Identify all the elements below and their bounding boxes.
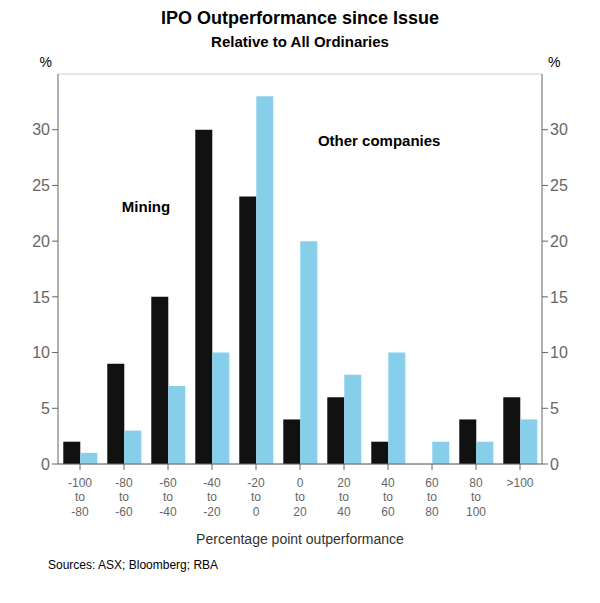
svg-text:60to80: 60to80 xyxy=(425,476,439,519)
svg-text:15: 15 xyxy=(550,289,568,306)
svg-text:30: 30 xyxy=(32,121,50,138)
html-text:Mining: Mining xyxy=(121,198,171,216)
svg-text:-60to-40: -60to-40 xyxy=(159,476,177,519)
svg-text:-40to-20: -40to-20 xyxy=(203,476,221,519)
svg-text:15: 15 xyxy=(32,289,50,306)
svg-text:25: 25 xyxy=(550,177,568,194)
svg-text:10: 10 xyxy=(32,344,50,361)
svg-text:0: 0 xyxy=(550,456,559,473)
svg-text:30: 30 xyxy=(550,121,568,138)
svg-text:20to40: 20to40 xyxy=(337,476,351,519)
svg-text:-100to-80: -100to-80 xyxy=(68,476,92,519)
html-text:Relative to All Ordinaries: Relative to All Ordinaries xyxy=(211,33,389,50)
svg-text:25: 25 xyxy=(32,177,50,194)
svg-text:20: 20 xyxy=(32,233,50,250)
html-text:IPO Outperformance since Issue: IPO Outperformance since Issue xyxy=(160,8,439,28)
svg-text:10: 10 xyxy=(550,344,568,361)
svg-text:5: 5 xyxy=(550,400,559,417)
svg-text:0: 0 xyxy=(41,456,50,473)
html-text:Other companies: Other companies xyxy=(317,132,441,149)
svg-text:5: 5 xyxy=(41,400,50,417)
svg-text:20: 20 xyxy=(550,233,568,250)
svg-text:>100: >100 xyxy=(506,476,533,490)
html-text:Sources: ASX; Bloomberg; RBA: Sources: ASX; Bloomberg; RBA xyxy=(48,558,219,572)
svg-text:Percentage point outperformanc: Percentage point outperformance xyxy=(196,531,404,547)
svg-text:0to20: 0to20 xyxy=(293,476,307,519)
svg-text:40to60: 40to60 xyxy=(381,476,395,519)
svg-text:80to100: 80to100 xyxy=(466,476,486,519)
svg-text:-20to0: -20to0 xyxy=(247,476,265,519)
svg-text:-80to-60: -80to-60 xyxy=(115,476,133,519)
